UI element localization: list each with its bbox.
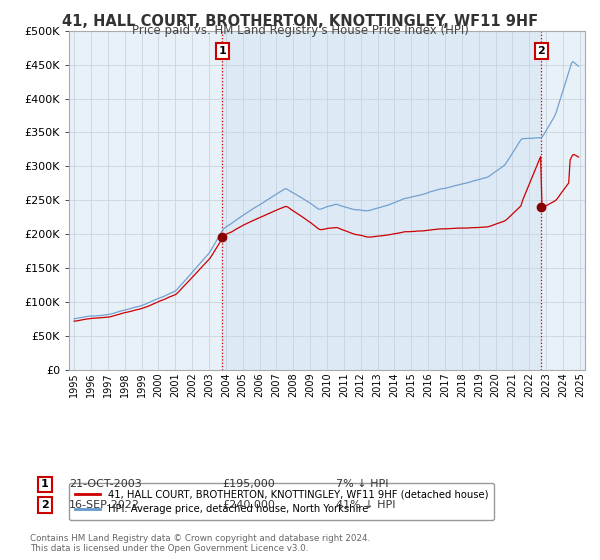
Text: £240,000: £240,000: [222, 500, 275, 510]
Text: 2: 2: [538, 46, 545, 56]
Text: 21-OCT-2003: 21-OCT-2003: [69, 479, 142, 489]
Text: Price paid vs. HM Land Registry's House Price Index (HPI): Price paid vs. HM Land Registry's House …: [131, 24, 469, 37]
Text: 1: 1: [41, 479, 49, 489]
Text: £195,000: £195,000: [222, 479, 275, 489]
Bar: [222, 31, 541, 370]
Text: 2: 2: [41, 500, 49, 510]
Text: Contains HM Land Registry data © Crown copyright and database right 2024.
This d: Contains HM Land Registry data © Crown c…: [30, 534, 370, 553]
Text: 41% ↓ HPI: 41% ↓ HPI: [336, 500, 395, 510]
Text: 41, HALL COURT, BROTHERTON, KNOTTINGLEY, WF11 9HF: 41, HALL COURT, BROTHERTON, KNOTTINGLEY,…: [62, 14, 538, 29]
Legend: 41, HALL COURT, BROTHERTON, KNOTTINGLEY, WF11 9HF (detached house), HPI: Average: 41, HALL COURT, BROTHERTON, KNOTTINGLEY,…: [69, 483, 494, 520]
Text: 7% ↓ HPI: 7% ↓ HPI: [336, 479, 389, 489]
Text: 1: 1: [218, 46, 226, 56]
Text: 16-SEP-2022: 16-SEP-2022: [69, 500, 140, 510]
